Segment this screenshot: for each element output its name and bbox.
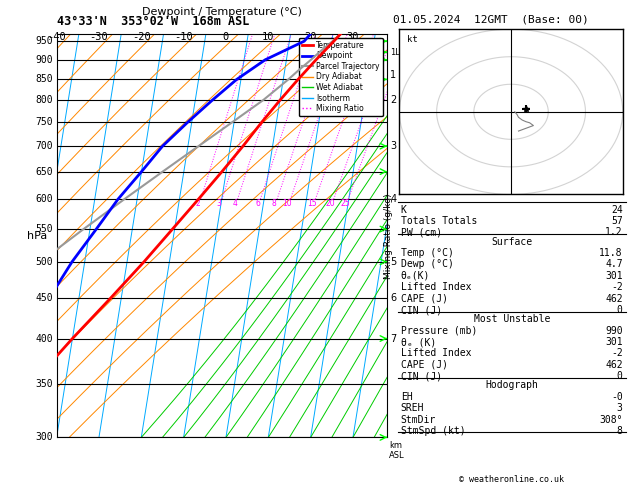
Text: Dewp (°C): Dewp (°C) [401,260,454,269]
Text: Lifted Index: Lifted Index [401,282,471,292]
Text: 301: 301 [605,337,623,347]
Text: CAPE (J): CAPE (J) [401,360,448,370]
Text: 0: 0 [223,32,229,42]
Text: 8: 8 [617,426,623,436]
Text: 20: 20 [304,32,317,42]
Text: 6: 6 [255,199,260,208]
Text: Hodograph: Hodograph [485,381,538,390]
Text: 450: 450 [36,293,53,303]
Text: 10: 10 [282,199,292,208]
Text: Temp (°C): Temp (°C) [401,248,454,258]
Text: CIN (J): CIN (J) [401,371,442,382]
Text: 01.05.2024  12GMT  (Base: 00): 01.05.2024 12GMT (Base: 00) [393,15,589,25]
Text: θₑ(K): θₑ(K) [401,271,430,281]
Text: -40: -40 [47,32,66,42]
Text: 600: 600 [36,194,53,204]
Text: -2: -2 [611,282,623,292]
Text: 301: 301 [605,271,623,281]
Text: 11.8: 11.8 [599,248,623,258]
Text: 30: 30 [347,32,359,42]
Text: 2: 2 [390,95,396,105]
Text: 25: 25 [340,199,350,208]
Text: 4: 4 [232,199,237,208]
Text: 4.7: 4.7 [605,260,623,269]
Text: θₑ (K): θₑ (K) [401,337,436,347]
Text: 700: 700 [36,141,53,151]
Text: 0: 0 [617,371,623,382]
Text: 3: 3 [617,403,623,413]
Text: 750: 750 [36,118,53,127]
Text: 8: 8 [272,199,277,208]
Text: 650: 650 [36,167,53,176]
Text: Dewpoint / Temperature (°C): Dewpoint / Temperature (°C) [142,6,302,17]
Text: 3: 3 [217,199,221,208]
Text: 462: 462 [605,360,623,370]
Text: Pressure (mb): Pressure (mb) [401,326,477,336]
Text: 43°33'N  353°02'W  168m ASL: 43°33'N 353°02'W 168m ASL [57,15,249,28]
Text: 20: 20 [326,199,335,208]
Text: © weatheronline.co.uk: © weatheronline.co.uk [459,474,564,484]
Text: 7: 7 [390,333,396,344]
Text: km
ASL: km ASL [389,441,404,460]
Text: 950: 950 [36,36,53,46]
Text: PW (cm): PW (cm) [401,227,442,237]
Text: -30: -30 [89,32,108,42]
Text: CIN (J): CIN (J) [401,305,442,315]
Text: EH: EH [401,392,413,402]
Text: -0: -0 [611,392,623,402]
Text: Most Unstable: Most Unstable [474,314,550,324]
Text: CAPE (J): CAPE (J) [401,294,448,304]
Text: 1.2: 1.2 [605,227,623,237]
Legend: Temperature, Dewpoint, Parcel Trajectory, Dry Adiabat, Wet Adiabat, Isotherm, Mi: Temperature, Dewpoint, Parcel Trajectory… [299,38,383,116]
Text: 4: 4 [390,194,396,204]
Text: 300: 300 [36,433,53,442]
Text: K: K [401,205,406,214]
Text: 3: 3 [390,141,396,151]
Text: 15: 15 [308,199,317,208]
Text: 800: 800 [36,95,53,105]
Text: Surface: Surface [491,237,532,246]
Text: 0: 0 [617,305,623,315]
Text: -10: -10 [174,32,193,42]
Text: -20: -20 [132,32,151,42]
Text: 1LCL: 1LCL [390,48,411,57]
Text: 5: 5 [390,257,396,267]
Text: 350: 350 [36,380,53,389]
Text: Lifted Index: Lifted Index [401,348,471,359]
Text: -2: -2 [611,348,623,359]
Text: 500: 500 [36,257,53,267]
Text: 900: 900 [36,55,53,65]
Text: 462: 462 [605,294,623,304]
Text: 400: 400 [36,333,53,344]
Text: Totals Totals: Totals Totals [401,216,477,226]
Text: 550: 550 [36,224,53,234]
Text: 990: 990 [605,326,623,336]
Text: Mixing Ratio (g/kg): Mixing Ratio (g/kg) [384,193,392,278]
Text: 850: 850 [36,74,53,85]
Text: 308°: 308° [599,415,623,425]
Text: kt: kt [407,35,418,44]
Text: 57: 57 [611,216,623,226]
Text: 10: 10 [262,32,274,42]
Text: 6: 6 [390,293,396,303]
Text: 2: 2 [196,199,201,208]
Text: StmDir: StmDir [401,415,436,425]
Text: SREH: SREH [401,403,424,413]
Text: 1: 1 [390,70,396,80]
Text: hPa: hPa [28,231,48,241]
Text: StmSpd (kt): StmSpd (kt) [401,426,465,436]
Text: 24: 24 [611,205,623,214]
